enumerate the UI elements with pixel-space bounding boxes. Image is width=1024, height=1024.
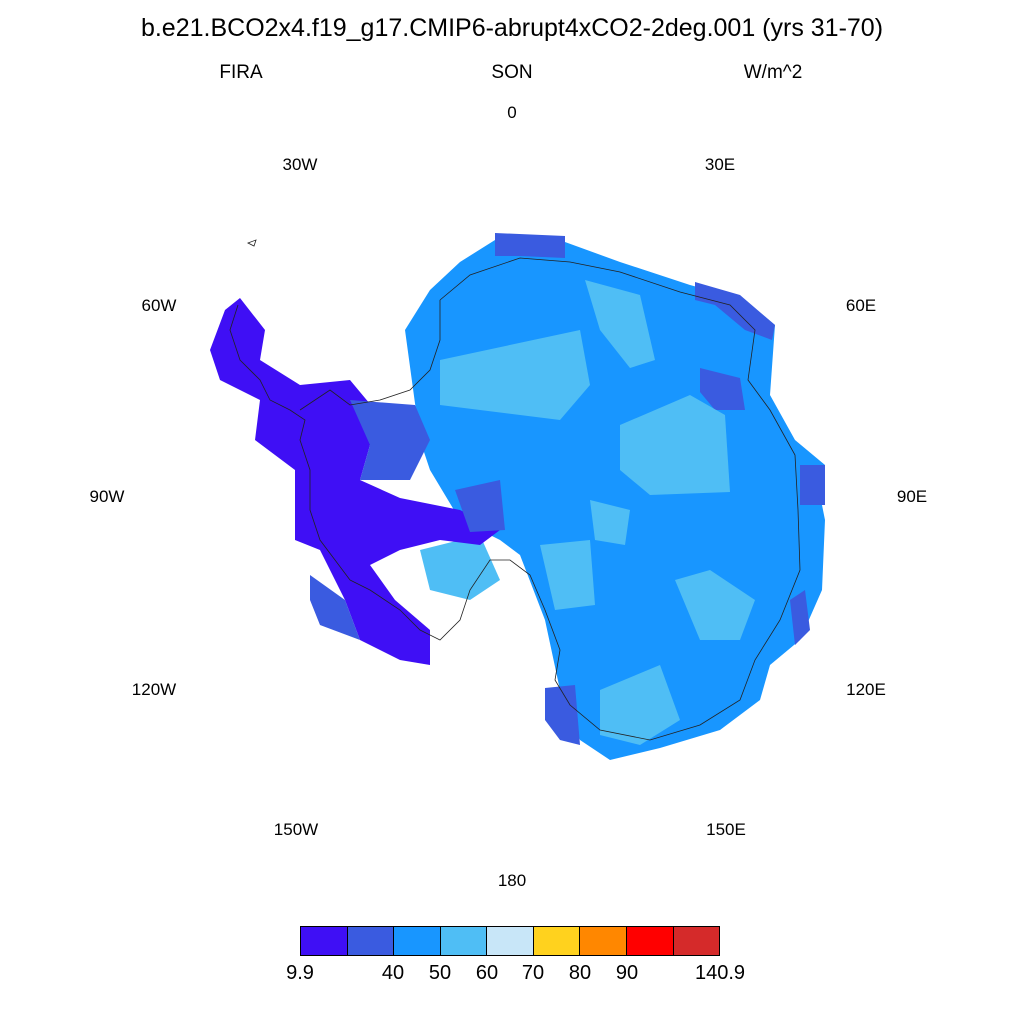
lon-label-60w: 60W (141, 296, 177, 315)
region-coastal-margin-s (545, 685, 580, 745)
coastline-west (229, 304, 351, 581)
lon-label-90e: 90E (896, 487, 928, 506)
coastline-peninsula-inner (299, 300, 441, 411)
colorbar (300, 926, 720, 956)
plot-title: b.e21.BCO2x4.f19_g17.CMIP6-abrupt4xCO2-2… (140, 14, 884, 42)
lon-label-90w: 90W (89, 487, 125, 506)
coastline-island (247, 239, 257, 247)
colorbar-label: 60 (475, 962, 499, 984)
colorbar-label: 40 (381, 962, 405, 984)
colorbar-label-min: 9.9 (286, 962, 314, 984)
colorbar-box (440, 927, 488, 955)
region-interior-patch-2 (620, 395, 730, 495)
colorbar-label: 50 (428, 962, 452, 984)
map-fill-layer (210, 233, 825, 760)
variable-label: FIRA (219, 62, 263, 83)
region-ross-sector (455, 480, 505, 532)
colorbar-label-max: 140.9 (694, 962, 746, 984)
lon-label-150e: 150E (706, 820, 746, 839)
region-coastal-margin-e3 (800, 465, 825, 505)
colorbar-box (394, 927, 441, 955)
colorbar-box (673, 927, 720, 955)
lon-label-120e: 120E (846, 680, 886, 699)
colorbar-box (626, 927, 674, 955)
lon-label-150w: 150W (273, 820, 319, 839)
region-interior-patch-6 (420, 535, 500, 600)
lon-label-120w: 120W (131, 680, 177, 699)
region-interior-patch-7 (540, 540, 595, 610)
colorbar-label: 80 (568, 962, 592, 984)
colorbar-box (580, 927, 627, 955)
lon-label-30w: 30W (282, 155, 318, 174)
region-interior-patch-3 (585, 280, 655, 368)
region-coastal-margin-e2 (700, 368, 745, 410)
colorbar-box (533, 927, 581, 955)
region-coastal-margin-se (790, 590, 810, 645)
lon-label-60e: 60E (845, 296, 877, 315)
colorbar-box (487, 927, 534, 955)
lon-label-180: 180 (497, 871, 527, 890)
lon-label-30e: 30E (704, 155, 736, 174)
colorbar-label: 70 (521, 962, 545, 984)
colorbar-box (301, 927, 348, 955)
region-interior-patch-4 (675, 570, 755, 640)
colorbar-label: 90 (615, 962, 639, 984)
region-west-coast-margin (350, 400, 430, 480)
region-ross-margin (310, 575, 360, 640)
coastline (229, 239, 801, 741)
coastline-east (349, 257, 801, 741)
colorbar-box (347, 927, 395, 955)
region-west-antarctica (210, 298, 500, 665)
region-interior-patch-5 (600, 665, 680, 745)
season-label: SON (491, 62, 533, 83)
region-coastal-margin-e1 (695, 282, 775, 340)
region-interior-patch-8 (590, 500, 630, 545)
lon-label-0: 0 (507, 103, 517, 122)
units-label: W/m^2 (743, 62, 803, 83)
region-coastal-margin-ne (495, 233, 565, 258)
region-interior-patch-1 (440, 330, 590, 420)
